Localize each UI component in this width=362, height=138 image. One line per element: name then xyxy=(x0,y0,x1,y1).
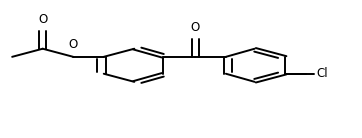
Text: O: O xyxy=(69,38,78,51)
Text: O: O xyxy=(38,13,47,26)
Text: Cl: Cl xyxy=(317,67,328,80)
Text: O: O xyxy=(191,21,200,34)
